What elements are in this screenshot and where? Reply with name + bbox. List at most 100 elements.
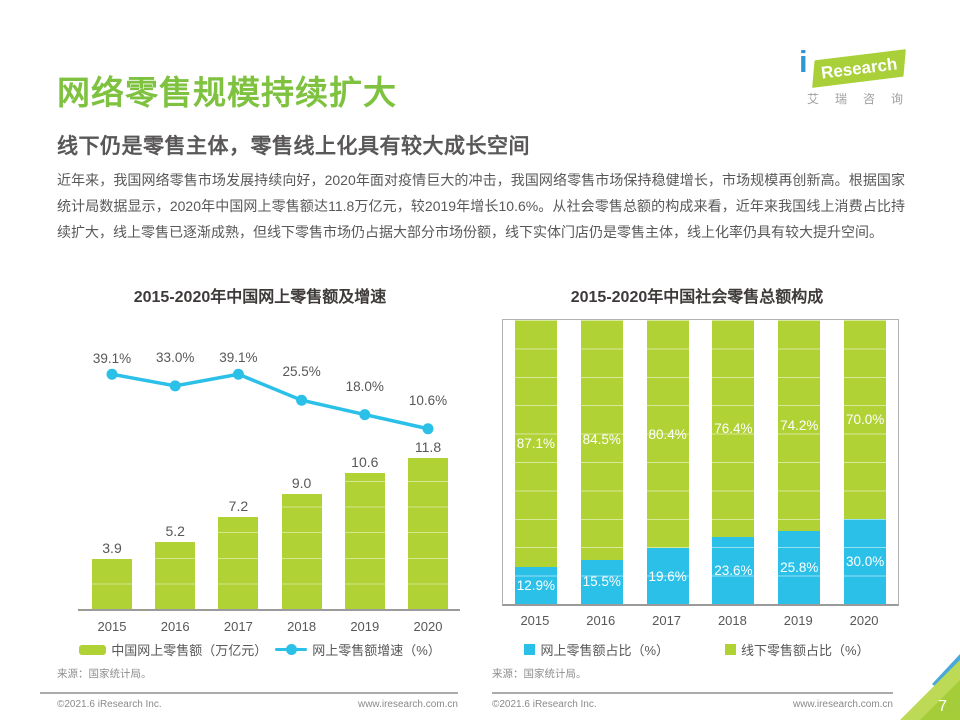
segment-label: 84.5% — [582, 432, 621, 448]
corner-green-triangle — [920, 680, 960, 720]
segment-label: 87.1% — [516, 436, 556, 452]
x-axis-label-2016: 2016 — [586, 613, 616, 628]
segment-offline-2019: 74.2% — [778, 320, 821, 531]
segment-offline-2015: 87.1% — [514, 320, 557, 568]
segment-label: 25.8% — [780, 559, 819, 575]
line-value-label: 33.0% — [156, 349, 195, 365]
left-source-note: 来源：国家统计局。 — [57, 668, 152, 680]
bar-2019 — [344, 473, 385, 609]
stacked-bar-2020: 70.0% 30.0% — [844, 320, 887, 604]
chart-online-retail-combo: 2015-2020年中国网上零售额及增速 3.9 2015 5.2 2016 7.2 20… — [60, 278, 460, 673]
legend-item-offline: 线下零售额占比（%） — [725, 640, 870, 659]
corner-decoration — [900, 654, 960, 720]
bar-2016 — [155, 542, 196, 609]
segment-online-2015: 12.9% — [514, 567, 557, 604]
segment-label: 74.2% — [780, 417, 819, 433]
segment-label: 12.9% — [516, 578, 556, 594]
legend-swatch-square-icon — [725, 644, 736, 655]
line-point-2015 — [106, 368, 118, 380]
line-value-label: 25.5% — [282, 364, 321, 380]
x-axis-label-2020: 2020 — [413, 619, 443, 634]
bar-2017 — [218, 516, 259, 609]
x-axis-label-2018: 2018 — [287, 619, 317, 634]
line-point-2016 — [169, 380, 181, 392]
bar-2015 — [92, 559, 132, 609]
x-axis-label-2018: 2018 — [717, 613, 747, 628]
stacked-bar-2018: 76.4% 23.6% — [712, 320, 755, 604]
left-chart-title: 2015-2020年中国网上零售额及增速 — [133, 289, 387, 306]
stacked-bar-2019: 74.2% 25.8% — [778, 320, 821, 604]
stacked-bar-2015: 87.1% 12.9% — [514, 320, 557, 604]
line-value-label: 39.1% — [92, 351, 132, 367]
legend-label: 线下零售额占比（%） — [741, 643, 870, 658]
legend-label: 网上零售额增速（%） — [312, 643, 441, 658]
page-title: 网络零售规模持续扩大 — [57, 74, 397, 112]
line-path — [111, 372, 429, 431]
x-axis-label-2017: 2017 — [652, 613, 682, 628]
page-number: 7 — [938, 698, 947, 715]
segment-label: 15.5% — [582, 574, 621, 590]
footer-website-right: www.iresearch.com.cn — [792, 699, 893, 710]
right-source-note: 来源：国家统计局。 — [492, 668, 587, 680]
x-axis-label-2015: 2015 — [97, 619, 127, 634]
footer-divider-left — [40, 692, 458, 694]
left-chart-plot: 3.9 2015 5.2 2016 7.2 2017 9.0 2018 10.6 2019 11.8… — [60, 278, 460, 634]
segment-label: 19.6% — [648, 568, 687, 584]
logo-flag-shape: Research — [812, 49, 906, 88]
x-axis-label-2017: 2017 — [223, 619, 253, 634]
legend-item-line-series: 网上零售额增速（%） — [275, 640, 441, 659]
legend-label: 网上零售额占比（%） — [540, 643, 669, 658]
segment-online-2016: 15.5% — [580, 559, 623, 604]
bar-2020 — [408, 457, 448, 609]
segment-online-2020: 30.0% — [844, 518, 887, 604]
segment-offline-2017: 80.4% — [646, 320, 689, 549]
segment-offline-2016: 84.5% — [580, 320, 623, 560]
right-chart-title: 2015-2020年中国社会零售总额构成 — [570, 289, 824, 306]
bar-value-label: 5.2 — [165, 523, 185, 540]
bar-value-label: 10.6 — [351, 454, 379, 471]
bar-value-label: 7.2 — [228, 497, 249, 514]
stacked-bar-2016: 84.5% 15.5% — [580, 320, 623, 604]
footer-website-left: www.iresearch.com.cn — [357, 699, 458, 710]
logo-i-letter: i — [799, 44, 808, 79]
footer-copyright-right: ©2021.6 iResearch Inc. — [492, 699, 597, 710]
footer-divider-right — [492, 692, 893, 694]
left-chart-legend: 中国网上零售额（万亿元） 网上零售额增速（%） — [60, 640, 460, 659]
segment-label: 76.4% — [714, 420, 753, 436]
line-point-2018 — [296, 394, 308, 406]
segment-offline-2018: 76.4% — [712, 320, 755, 537]
x-axis-label-2016: 2016 — [160, 619, 190, 634]
logo-chinese-name: 艾瑞咨询 — [807, 92, 920, 106]
segment-online-2019: 25.8% — [778, 530, 821, 604]
segment-label: 80.4% — [648, 426, 687, 442]
logo-wordmark: Research — [819, 53, 899, 83]
x-axis-label-2020: 2020 — [849, 613, 879, 628]
bar-2018 — [281, 493, 322, 609]
segment-label: 23.6% — [714, 562, 753, 578]
left-chart-x-axis — [78, 609, 460, 611]
stacked-bar-2017: 80.4% 19.6% — [646, 320, 689, 604]
right-chart-plot: 87.1% 12.9% 84.5% 15.5% 80.4% 19.6% 76.4% 23.6%… — [502, 319, 899, 606]
legend-swatch-bar-icon — [79, 644, 107, 655]
chart-retail-composition-stacked: 2015-2020年中国社会零售总额构成 87.1% 12.9% 84.5% 15.5… — [492, 278, 902, 673]
x-axis-label-2019: 2019 — [783, 613, 813, 628]
line-point-2019 — [359, 409, 371, 421]
segment-online-2018: 23.6% — [712, 536, 755, 604]
segment-offline-2020: 70.0% — [844, 320, 887, 519]
segment-online-2017: 19.6% — [646, 548, 689, 604]
bar-value-label: 9.0 — [291, 474, 312, 491]
iresearch-logo: i Research 艾瑞咨询 — [793, 44, 923, 108]
line-point-2017 — [232, 368, 244, 380]
bar-value-label: 3.9 — [102, 540, 122, 557]
legend-line-marker-icon — [275, 644, 308, 655]
line-value-label: 39.1% — [219, 350, 258, 366]
legend-item-online: 网上零售额占比（%） — [524, 640, 669, 659]
body-paragraph: 近年来，我国网络零售市场发展持续向好，2020年面对疫情巨大的冲击，我国网络零售… — [57, 172, 905, 240]
x-axis-label-2019: 2019 — [350, 619, 380, 634]
right-chart-legend: 网上零售额占比（%） 线下零售额占比（%） — [492, 640, 902, 659]
line-point-2020 — [422, 423, 434, 435]
bar-value-label: 11.8 — [414, 438, 442, 455]
footer-copyright-left: ©2021.6 iResearch Inc. — [57, 699, 162, 710]
line-value-label: 10.6% — [408, 392, 448, 408]
